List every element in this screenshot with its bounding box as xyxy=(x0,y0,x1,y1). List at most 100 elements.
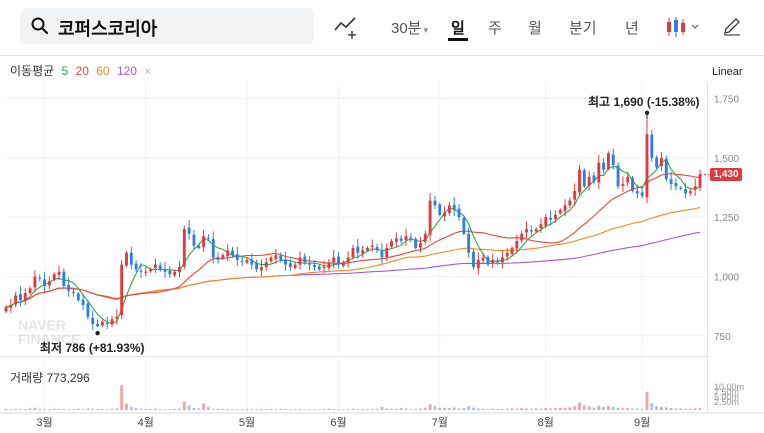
volume-bar xyxy=(216,408,220,410)
candle-body xyxy=(447,205,451,213)
volume-bar xyxy=(573,406,577,410)
volume-bar xyxy=(115,408,119,410)
candle-body xyxy=(52,274,56,280)
tab-week[interactable]: 주 xyxy=(488,20,502,37)
candle-body xyxy=(9,304,13,308)
candle-body xyxy=(602,162,606,170)
volume-bar xyxy=(28,408,32,410)
volume-bar xyxy=(96,408,100,410)
y-axis-divider xyxy=(707,82,708,412)
close-icon[interactable]: × xyxy=(144,66,151,78)
tab-30min-label: 30분 xyxy=(391,20,422,37)
candle-body xyxy=(332,257,336,263)
tab-30min[interactable]: 30분 ▾ xyxy=(391,17,428,38)
tab-day[interactable]: 일 xyxy=(451,20,465,37)
volume-bar xyxy=(467,406,471,410)
volume-tick-label: 7.50m xyxy=(714,387,739,397)
candle-body xyxy=(621,183,625,186)
candle-body xyxy=(293,264,297,268)
candle-body xyxy=(592,175,596,182)
volume-bar xyxy=(674,408,678,410)
candle-body xyxy=(688,191,692,193)
volume-bar xyxy=(245,409,249,411)
candle-body xyxy=(308,263,312,265)
candle-body xyxy=(366,248,369,251)
volume-bar xyxy=(337,409,340,411)
candle-body xyxy=(573,191,577,200)
volume-bar xyxy=(606,406,610,410)
volume-bar xyxy=(684,408,687,410)
high-value: 1,690 xyxy=(613,95,644,109)
candle-body xyxy=(443,212,447,217)
candle-body xyxy=(168,270,172,275)
volume-bar xyxy=(414,408,418,410)
volume-bar xyxy=(472,407,475,410)
ma-60-label: 60 xyxy=(96,64,110,78)
candle-body xyxy=(38,277,42,279)
candle-body xyxy=(660,157,663,166)
volume-bar xyxy=(163,409,167,411)
add-indicator-icon[interactable] xyxy=(333,14,359,40)
volume-bar xyxy=(250,408,254,410)
low-prefix: 최저 xyxy=(40,341,63,355)
volume-bar xyxy=(4,408,8,410)
candle-body xyxy=(664,158,668,180)
candle-body xyxy=(47,281,51,286)
candle-body xyxy=(144,271,148,273)
watermark-line-2: FINANCE xyxy=(18,331,81,347)
y-tick-label: 1,500 xyxy=(714,154,739,165)
candle-body xyxy=(269,257,273,262)
candle-body xyxy=(134,263,138,270)
low-marker xyxy=(95,331,100,336)
volume-bar xyxy=(33,407,37,410)
candle-body xyxy=(187,227,191,234)
volume-bar xyxy=(76,408,80,410)
watermark-line-1: NAVER xyxy=(18,317,66,333)
search-query[interactable]: 코퍼스코리아 xyxy=(58,19,158,39)
volume-bar xyxy=(269,408,273,410)
candle-body xyxy=(139,270,143,272)
volume-bar xyxy=(660,406,663,410)
pencil-icon[interactable] xyxy=(721,15,743,37)
volume-bar xyxy=(380,406,384,410)
candle-body xyxy=(235,254,239,260)
tab-year[interactable]: 년 xyxy=(625,20,639,37)
volume-bar xyxy=(346,409,350,411)
candle-body xyxy=(245,259,249,263)
volume-bar xyxy=(510,408,514,410)
candle-body xyxy=(385,248,389,258)
y-tick-label: 1,750 xyxy=(714,95,739,106)
volume-bar xyxy=(134,407,138,410)
ma-120-label: 120 xyxy=(116,64,137,78)
volume-bar xyxy=(650,403,654,410)
tab-month[interactable]: 월 xyxy=(528,20,542,37)
x-tick-label: 5월 xyxy=(239,416,255,429)
volume-bar xyxy=(43,408,46,410)
candle-body xyxy=(693,186,697,190)
candle-type-icon[interactable] xyxy=(664,15,704,39)
volume-bar xyxy=(187,405,191,410)
y-tick-label: 1,250 xyxy=(714,213,739,224)
volume-bar xyxy=(57,408,61,410)
candle-body xyxy=(606,153,610,169)
candle-body xyxy=(674,183,678,187)
volume-bar xyxy=(240,409,244,411)
volume-value: 773,296 xyxy=(46,371,90,385)
tab-quarter[interactable]: 분기 xyxy=(569,20,597,37)
candle-body xyxy=(423,233,427,242)
search-box[interactable]: 코퍼스코리아 xyxy=(20,8,314,44)
candle-body xyxy=(284,259,287,265)
volume-bar xyxy=(38,408,42,410)
volume-bar xyxy=(693,408,697,410)
volume-bar xyxy=(361,409,365,411)
current-price-tag: 1,430 xyxy=(710,168,742,181)
candle-body xyxy=(86,303,90,317)
volume-bar xyxy=(341,409,345,411)
volume-bar xyxy=(235,409,239,411)
scale-selector[interactable]: Linear xyxy=(712,66,743,78)
volume-bar xyxy=(399,407,403,410)
volume-bar xyxy=(120,385,124,410)
volume-bar xyxy=(139,408,143,410)
volume-bar xyxy=(356,408,360,410)
